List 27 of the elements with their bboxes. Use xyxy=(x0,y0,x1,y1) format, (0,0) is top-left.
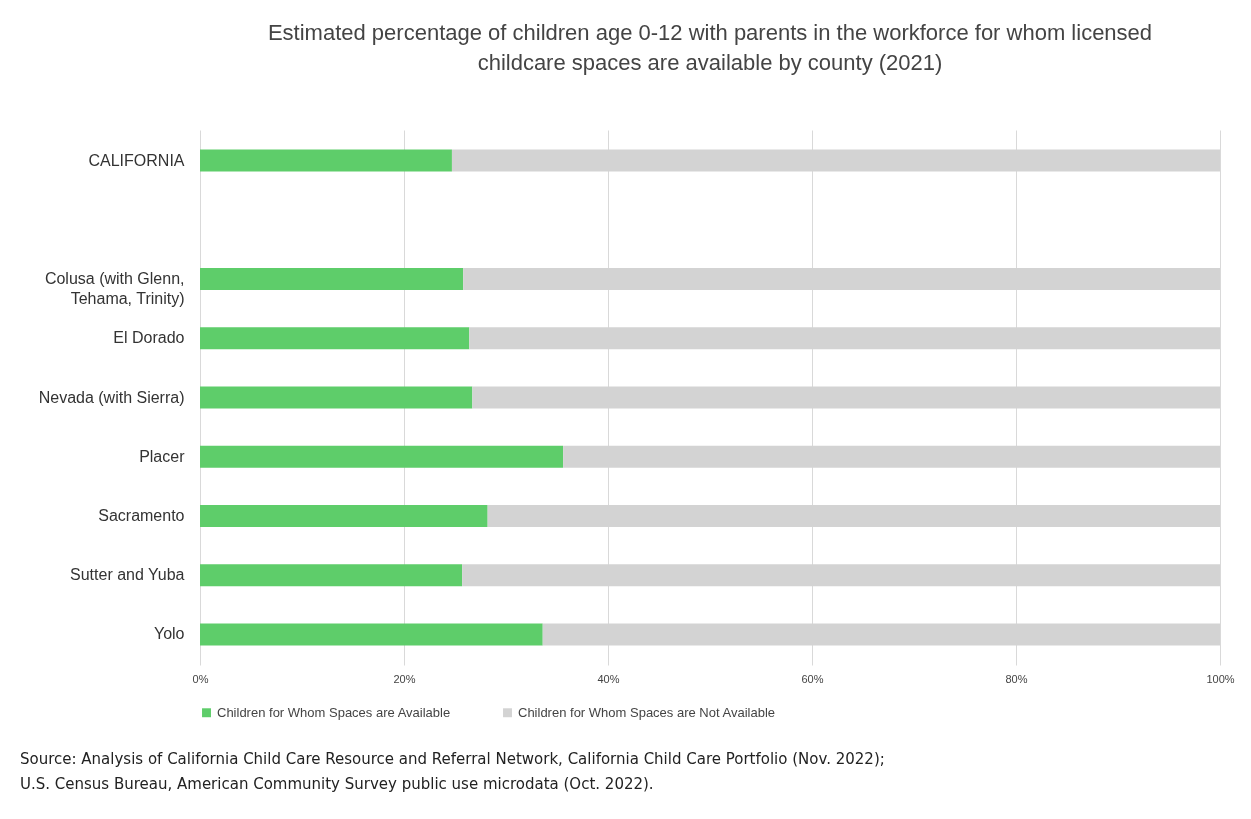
y-tick-label: Placer xyxy=(139,447,186,465)
x-tick-label: 80% xyxy=(1005,672,1028,685)
x-tick-label: 60% xyxy=(801,672,824,685)
legend-label: Children for Whom Spaces are Available xyxy=(217,704,451,720)
x-tick-label: 40% xyxy=(597,672,620,685)
bar xyxy=(200,445,564,468)
bar xyxy=(200,149,452,172)
text: U.S. Census Bureau, American Community Survey public use microdata (Oct. 2022). xyxy=(20,774,655,795)
y-tick-label: Sacramento xyxy=(98,506,185,524)
y-tick-label: Yolo xyxy=(153,625,185,643)
y-tick-label: Sutter and Yuba xyxy=(70,566,185,584)
y-tick-label: Colusa (with Glenn, Tehama, Trinity) xyxy=(44,270,185,308)
bar xyxy=(200,564,463,587)
x-tick-label: 100% xyxy=(1206,672,1235,685)
bar xyxy=(200,327,470,350)
x-tick-label: 20% xyxy=(393,672,416,685)
y-tick-label: El Dorado xyxy=(113,329,185,347)
chart-title: Estimated percentage of children age 0-12 with parents in the workforce for whom licensed childcare spaces are available by county (2021) xyxy=(267,20,1153,75)
legend-label: Children for Whom Spaces are Not Available xyxy=(518,704,775,720)
bar xyxy=(200,386,473,409)
bar xyxy=(200,268,464,290)
bar xyxy=(200,623,543,646)
x-tick-label: 0% xyxy=(192,672,209,685)
y-tick-label: CALIFORNIA xyxy=(88,151,185,169)
y-tick-label: Nevada (with Sierra) xyxy=(38,388,185,406)
source-note: Source: Analysis of California Child Care Resource and Referral Network, California Child Care Portfolio (Nov. 2022); xyxy=(20,749,886,770)
bar xyxy=(200,505,488,527)
